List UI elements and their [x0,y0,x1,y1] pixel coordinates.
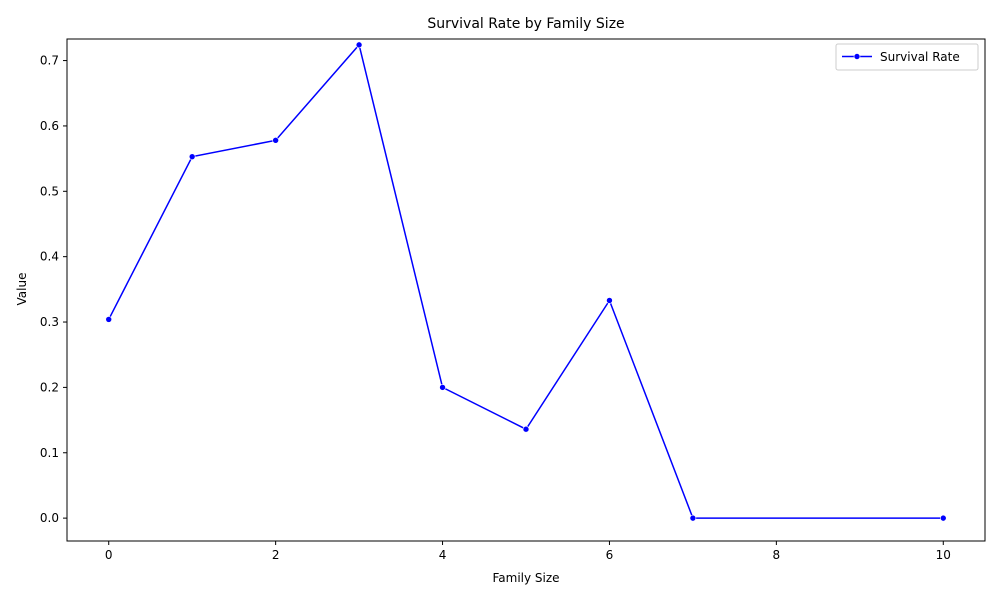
data-point [439,384,446,391]
x-axis-title: Family Size [492,571,559,585]
legend-label: Survival Rate [880,50,960,64]
legend: Survival Rate [835,43,979,71]
legend-box [835,43,979,71]
data-point [522,425,530,433]
legend-marker-swatch [853,53,861,60]
series-layer [105,41,947,522]
ticks-layer: 0 2 4 6 8 10 0.0 0.1 0.2 0.3 0.4 0.5 0.6 0.7 [40,54,951,562]
data-point [606,297,613,304]
x-tick-label: 6 [606,548,614,562]
x-tick-label: 2 [272,548,280,562]
chart-title: Survival Rate by Family Size [427,16,624,32]
y-tick-label: 0.7 [40,54,59,68]
y-tick-label: 0.5 [40,184,59,198]
y-tick-label: 0.0 [40,511,59,525]
x-tick-label: 8 [773,548,781,562]
x-tick-label: 0 [105,548,113,562]
y-tick-label: 0.1 [40,446,59,460]
plot-frame [66,38,986,542]
y-tick-label: 0.6 [40,119,59,133]
x-tick-label: 10 [936,548,951,562]
x-tick-label: 4 [439,548,447,562]
y-tick-label: 0.4 [40,250,59,264]
data-point [105,316,113,323]
data-point [689,514,697,522]
data-point [272,137,279,144]
data-point [355,41,363,49]
y-tick-label: 0.3 [40,315,59,329]
data-point [188,153,196,160]
y-axis-title: Value [15,273,29,306]
y-tick-label: 0.2 [40,380,59,394]
data-point [939,514,947,522]
